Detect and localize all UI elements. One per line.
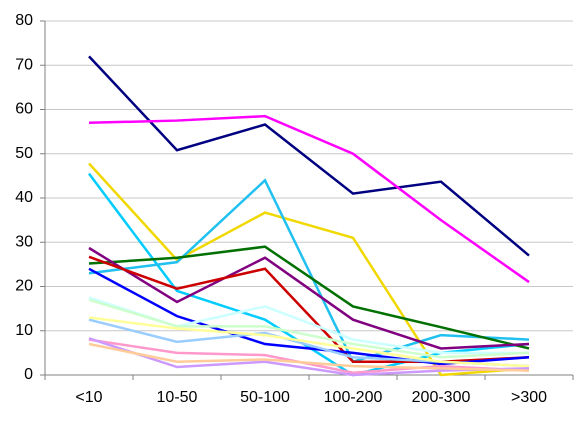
y-tick-label: 0: [24, 366, 33, 383]
series-line: [88, 255, 530, 363]
y-tick-label: 60: [15, 101, 33, 118]
x-tick-label: 10-50: [157, 389, 198, 406]
x-tick-label: >300: [511, 389, 547, 406]
y-tick-label: 20: [15, 278, 33, 295]
y-tick-label: 10: [15, 322, 33, 339]
y-tick-label: 80: [15, 12, 33, 29]
series-line: [88, 178, 530, 364]
series-line: [88, 55, 530, 257]
series-line: [88, 114, 530, 284]
y-tick-label: 30: [15, 233, 33, 250]
series-line: [88, 316, 530, 368]
y-tick-label: 70: [15, 56, 33, 73]
series-line: [88, 337, 530, 377]
series-line: [88, 246, 530, 350]
series-line: [88, 298, 530, 359]
series-line: [88, 245, 530, 350]
series-line: [88, 342, 530, 372]
series-line: [88, 162, 530, 377]
x-tick-label: 200-300: [412, 389, 471, 406]
x-tick-label: <10: [75, 389, 102, 406]
y-tick-label: 50: [15, 145, 33, 162]
y-tick-label: 40: [15, 189, 33, 206]
x-tick-label: 100-200: [324, 389, 383, 406]
x-tick-label: 50-100: [240, 389, 290, 406]
